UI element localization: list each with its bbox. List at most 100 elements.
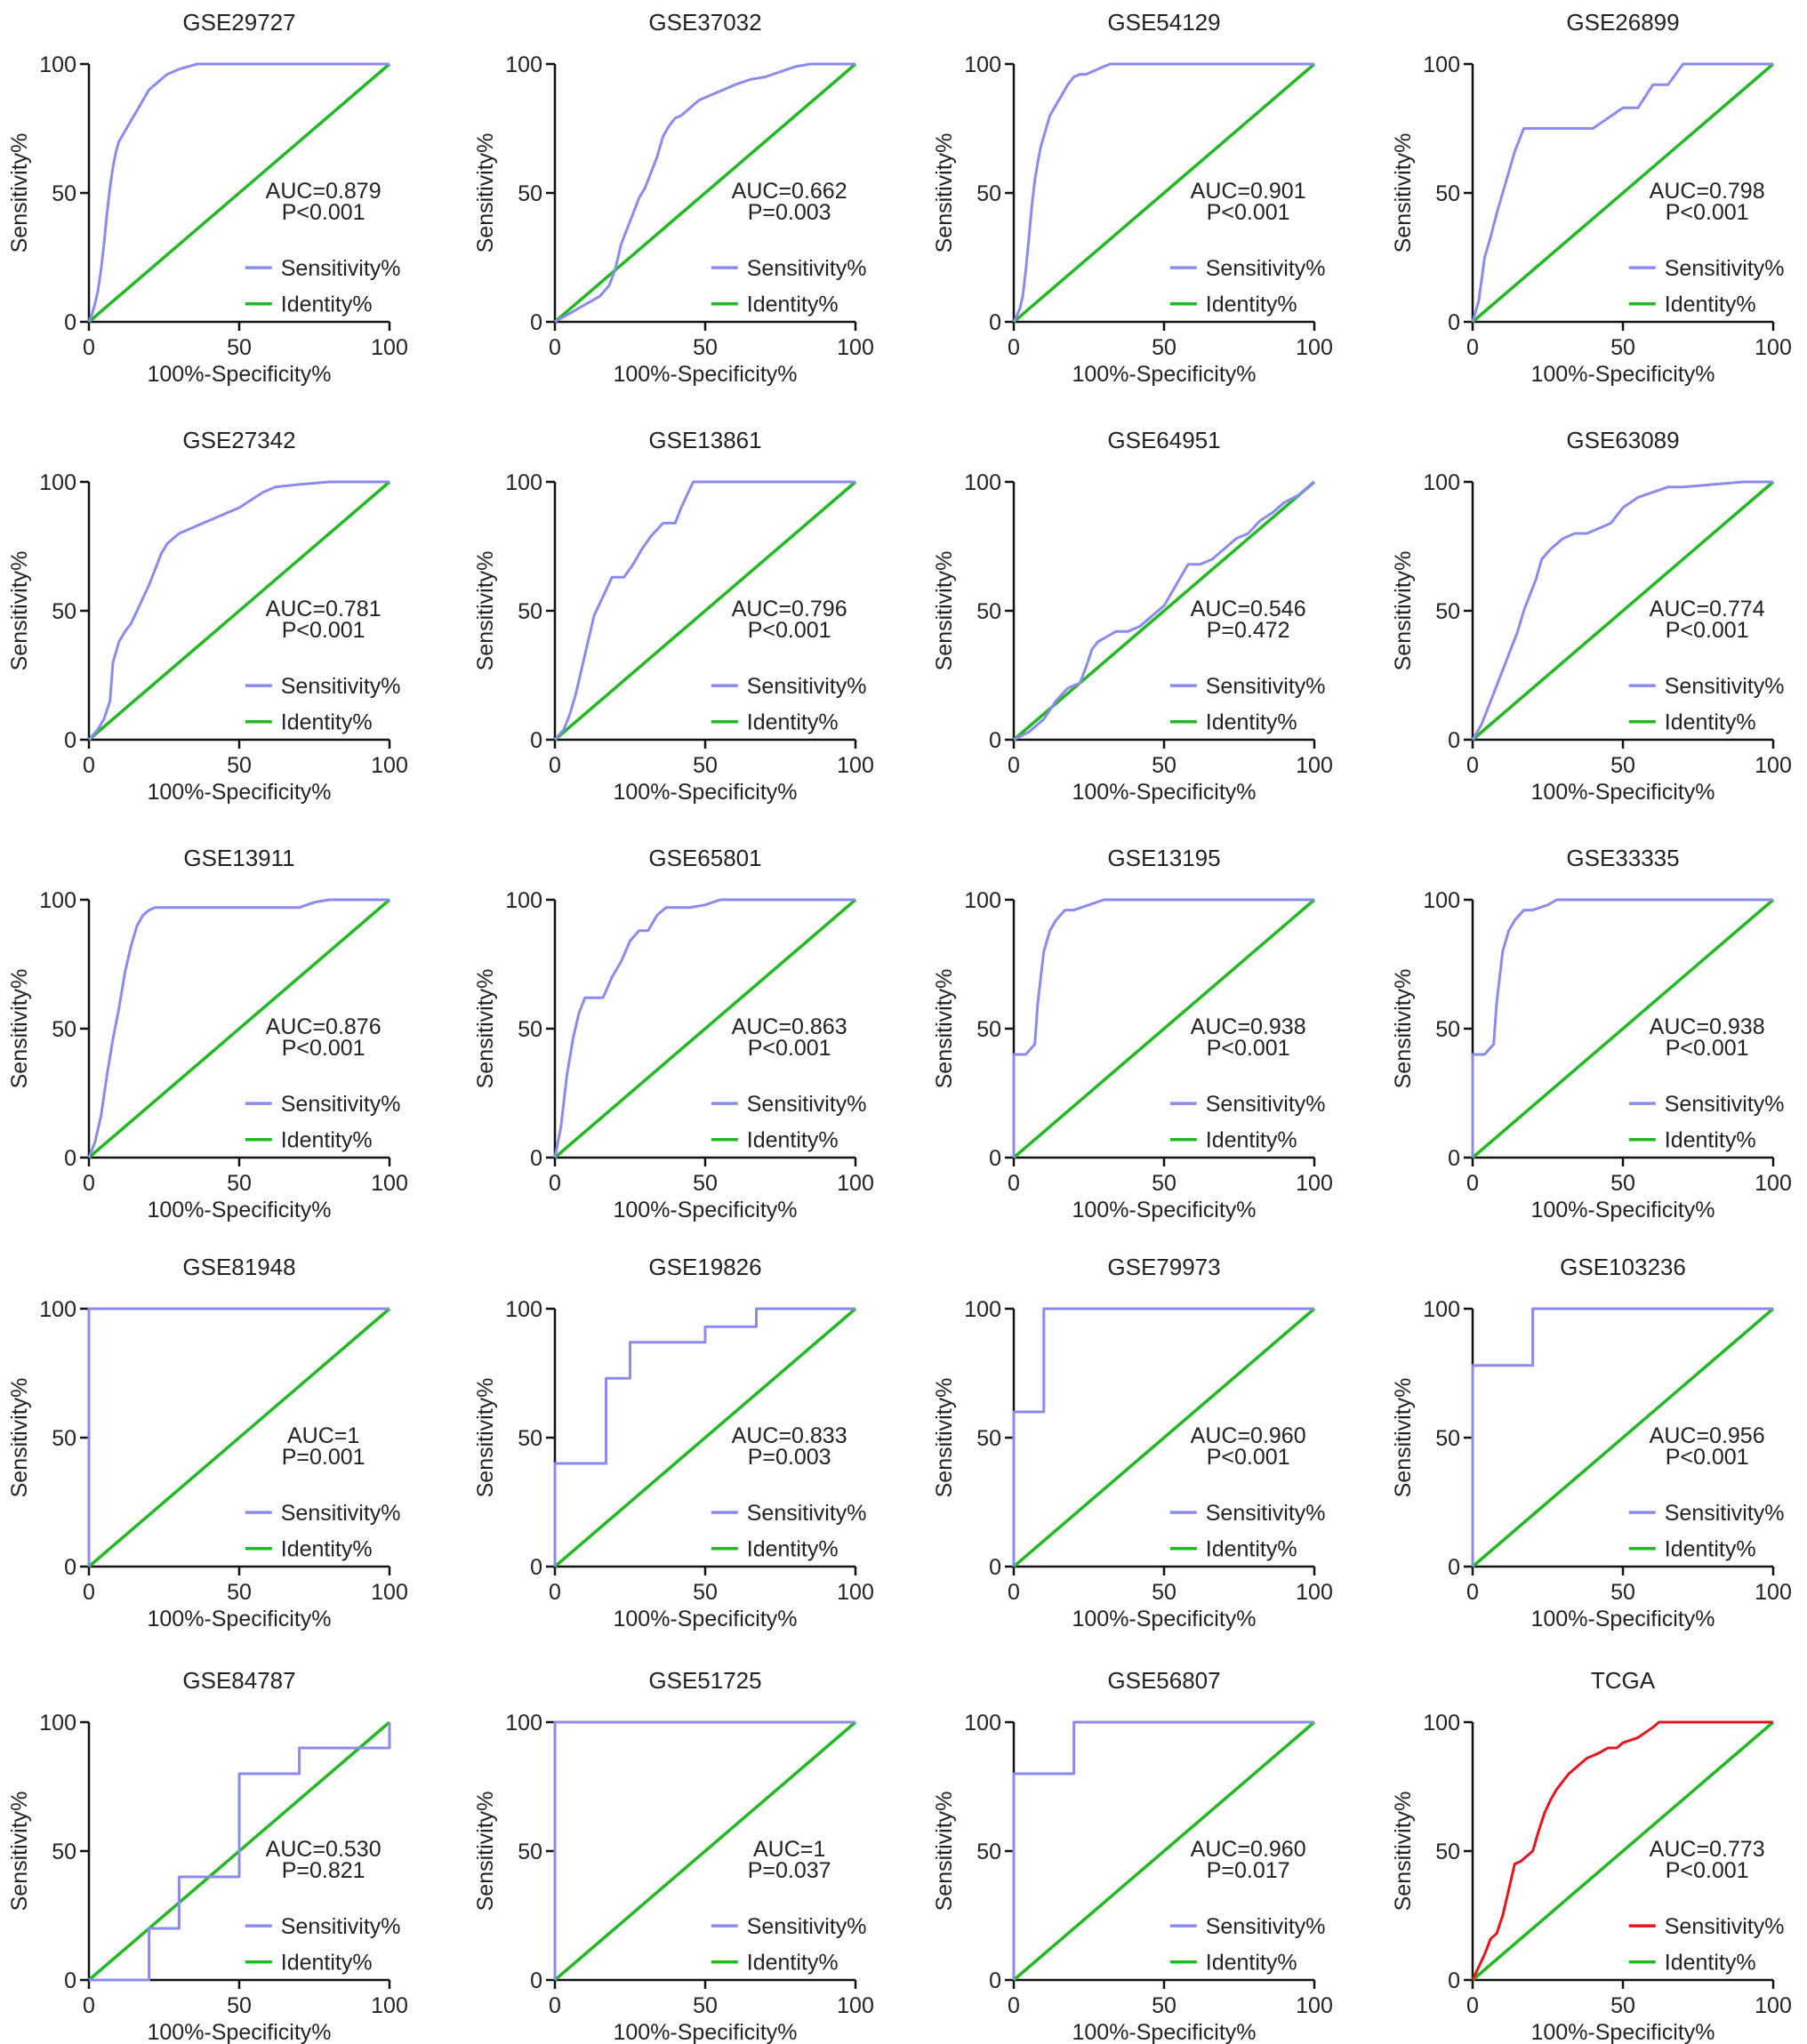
legend-label-sensitivity: Sensitivity% (1665, 1501, 1785, 1526)
legend-label-sensitivity: Sensitivity% (1206, 1914, 1326, 1939)
y-tick-label: 0 (64, 1555, 76, 1580)
y-axis-label: Sensitivity% (473, 969, 498, 1089)
identity-line (87, 480, 391, 741)
sensitivity-curve (87, 898, 390, 1158)
x-tick-label: 0 (1466, 753, 1479, 778)
y-axis-label: Sensitivity% (1391, 1378, 1416, 1498)
legend-label-identity: Identity% (1206, 1951, 1297, 1976)
x-tick-label: 50 (1610, 753, 1635, 778)
y-tick-label: 0 (989, 310, 1001, 335)
x-tick-label: 100 (837, 753, 874, 778)
legend-label-sensitivity: Sensitivity% (747, 256, 867, 281)
x-axis-label: 100%-Specificity% (147, 1607, 331, 1631)
x-tick-label: 50 (1152, 1580, 1177, 1605)
chart-title: GSE84787 (182, 1667, 295, 1694)
y-tick-label: 50 (518, 1840, 542, 1864)
auc-label: AUC=0.938 (1650, 1014, 1765, 1039)
roc-panel: GSE63089 00 50 50 100 100 100%-Specificity% Sen… (1391, 427, 1792, 805)
chart-title: GSE26899 (1566, 9, 1679, 36)
y-tick-label: 50 (52, 1017, 76, 1042)
auc-label: AUC=0.956 (1650, 1423, 1765, 1448)
x-axis-label: 100%-Specificity% (147, 1198, 331, 1222)
chart-title: GSE79973 (1107, 1254, 1220, 1280)
roc-panel: GSE65801 00 50 50 100 100 100%-Specificity% Sen… (473, 845, 874, 1222)
chart-title: GSE65801 (648, 845, 761, 871)
p-value-label: P<0.001 (1666, 200, 1749, 225)
x-tick-label: 50 (693, 335, 718, 360)
y-tick-label: 50 (1435, 1840, 1460, 1864)
p-value-label: P=0.001 (282, 1445, 365, 1470)
sensitivity-curve (553, 480, 855, 741)
y-axis-label: Sensitivity% (7, 1792, 32, 1912)
x-axis-label: 100%-Specificity% (147, 362, 331, 387)
legend-label-identity: Identity% (1665, 1951, 1756, 1976)
p-value-label: P<0.001 (748, 618, 831, 643)
p-value-label: P=0.003 (748, 1445, 831, 1470)
x-tick-label: 100 (837, 1993, 874, 2018)
p-value-label: P=0.037 (748, 1858, 831, 1883)
sensitivity-curve (554, 62, 855, 324)
identity-line (87, 898, 391, 1159)
y-tick-label: 100 (39, 888, 76, 913)
auc-label: AUC=0.960 (1191, 1837, 1306, 1862)
x-tick-label: 50 (693, 753, 718, 778)
identity-line (553, 1720, 857, 1982)
legend-label-sensitivity: Sensitivity% (281, 256, 401, 281)
x-tick-label: 50 (693, 1580, 718, 1605)
y-tick-label: 0 (64, 310, 76, 335)
x-tick-label: 100 (1296, 753, 1333, 778)
chart-title: GSE19826 (648, 1254, 761, 1280)
sensitivity-curve (87, 1307, 390, 1567)
y-tick-label: 0 (530, 1968, 542, 1993)
y-tick-label: 50 (976, 1017, 1001, 1042)
y-tick-label: 0 (1448, 1968, 1460, 1993)
legend-label-sensitivity: Sensitivity% (281, 1092, 401, 1117)
legend-label-sensitivity: Sensitivity% (747, 674, 867, 699)
legend-label-identity: Identity% (747, 1128, 839, 1153)
auc-label: AUC=0.938 (1191, 1014, 1306, 1039)
x-tick-label: 0 (1008, 1580, 1020, 1605)
x-tick-label: 0 (83, 753, 95, 778)
auc-label: AUC=0.863 (732, 1014, 847, 1039)
x-tick-label: 50 (1610, 335, 1635, 360)
p-value-label: P<0.001 (282, 1036, 365, 1061)
identity-line (1471, 898, 1775, 1159)
x-tick-label: 100 (371, 1171, 408, 1196)
identity-line (1471, 480, 1775, 741)
identity-line (1471, 62, 1775, 324)
chart-title: GSE13861 (648, 427, 761, 453)
legend-label-identity: Identity% (1665, 1537, 1756, 1562)
y-tick-label: 0 (64, 728, 76, 753)
auc-label: AUC=0.796 (732, 597, 847, 621)
legend-label-identity: Identity% (1206, 1128, 1297, 1153)
y-axis-label: Sensitivity% (7, 133, 32, 253)
chart-title: GSE103236 (1560, 1254, 1686, 1280)
identity-line (553, 480, 857, 741)
legend-label-sensitivity: Sensitivity% (1206, 674, 1326, 699)
y-tick-label: 50 (976, 1840, 1001, 1864)
y-tick-label: 50 (52, 1426, 76, 1451)
sensitivity-curve (87, 480, 390, 741)
x-tick-label: 100 (1755, 753, 1792, 778)
x-tick-label: 0 (1466, 1993, 1479, 2018)
identity-line (87, 1307, 391, 1568)
y-tick-label: 0 (1448, 1146, 1460, 1171)
y-tick-label: 100 (964, 1711, 1001, 1735)
x-tick-label: 50 (227, 1580, 252, 1605)
y-tick-label: 50 (1435, 599, 1460, 624)
x-tick-label: 0 (1466, 1580, 1479, 1605)
x-tick-label: 100 (371, 753, 408, 778)
y-tick-label: 0 (530, 1146, 542, 1171)
x-tick-label: 0 (1008, 1171, 1020, 1196)
p-value-label: P=0.017 (1207, 1858, 1290, 1883)
x-tick-label: 0 (549, 1580, 561, 1605)
roc-panel: GSE26899 00 50 50 100 100 100%-Specificity% Sen… (1391, 9, 1792, 387)
x-tick-label: 100 (1296, 1580, 1333, 1605)
y-axis-label: Sensitivity% (1391, 969, 1416, 1089)
x-tick-label: 100 (837, 335, 874, 360)
legend-label-identity: Identity% (747, 293, 839, 317)
y-tick-label: 100 (964, 1297, 1001, 1322)
legend-label-identity: Identity% (1206, 1537, 1297, 1562)
auc-label: AUC=0.662 (732, 179, 847, 204)
x-tick-label: 50 (227, 335, 252, 360)
